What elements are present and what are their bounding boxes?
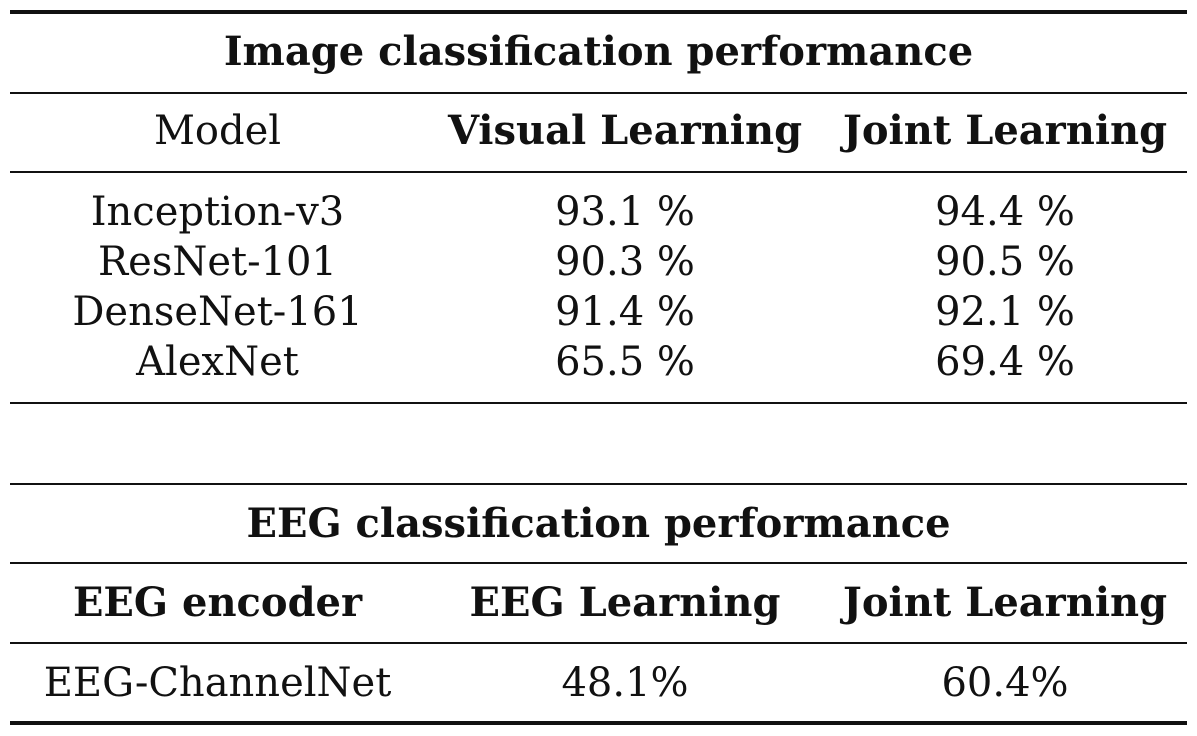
header-rule (10, 171, 1187, 173)
visual-learning-value: 93.1 % (555, 189, 695, 235)
encoder-name: EEG-ChannelNet (43, 660, 392, 706)
model-name: AlexNet (136, 339, 299, 385)
joint-learning-value: 60.4% (941, 660, 1069, 706)
joint-learning-value: 90.5 % (935, 239, 1075, 285)
eeg-table-title: EEG classification performance (246, 500, 951, 547)
title-rule (10, 92, 1187, 94)
header-eeg-learning: EEG Learning (469, 579, 781, 626)
title-rule (10, 562, 1187, 564)
visual-learning-value: 90.3 % (555, 239, 695, 285)
top-rule (10, 483, 1187, 485)
joint-learning-value: 69.4 % (935, 339, 1075, 385)
header-visual-learning: Visual Learning (447, 107, 803, 154)
joint-learning-value: 92.1 % (935, 289, 1075, 335)
joint-learning-value: 94.4 % (935, 189, 1075, 235)
header-eeg-encoder: EEG encoder (72, 579, 363, 626)
image-table-title: Image classification performance (223, 28, 974, 75)
visual-learning-value: 65.5 % (555, 339, 695, 385)
model-name: DenseNet-161 (72, 289, 363, 335)
header-rule (10, 642, 1187, 644)
bottom-rule (10, 402, 1187, 404)
model-name: ResNet-101 (98, 239, 337, 285)
visual-learning-value: 91.4 % (555, 289, 695, 335)
header-joint-learning: Joint Learning (842, 579, 1168, 626)
eeg-learning-value: 48.1% (561, 660, 689, 706)
top-rule (10, 10, 1187, 14)
model-name: Inception-v3 (90, 189, 345, 235)
header-model: Model (153, 108, 282, 154)
header-joint-learning: Joint Learning (842, 107, 1168, 154)
bottom-rule (10, 721, 1187, 725)
